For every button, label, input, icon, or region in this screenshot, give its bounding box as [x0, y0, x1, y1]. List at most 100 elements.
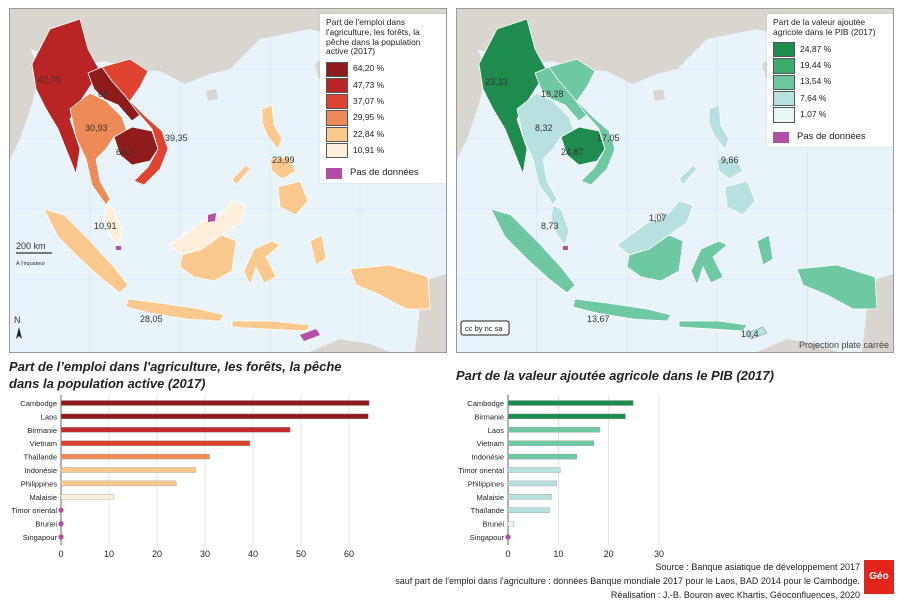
- category-label: Indonésie: [24, 466, 57, 475]
- philippines-mindanao-shape: [724, 180, 756, 216]
- bar: [507, 520, 514, 527]
- x-tick-label: 10: [104, 549, 114, 559]
- x-tick-label: 0: [505, 549, 510, 559]
- chart-gdp: 0 10 20 30 Cambodge Birmanie Laos Vietnam Indoné…: [458, 395, 664, 559]
- timor-shape: [746, 326, 768, 340]
- label-philippines: 9,66: [721, 155, 739, 165]
- category-label: Singapour: [470, 533, 505, 542]
- bar: [507, 494, 553, 500]
- legend-class-2: 37,07 %: [326, 94, 442, 110]
- scale-bar-label: 200 km: [16, 241, 46, 251]
- label-vietnam: 17,05: [597, 133, 620, 143]
- label-indonesie: 13,67: [587, 314, 610, 324]
- legend-class-1: 19,44 %: [773, 58, 889, 74]
- label-thailande: 30,93: [85, 123, 108, 133]
- legend-class-4: 22,84 %: [326, 126, 442, 143]
- legend-rows: 64,20 % 47,73 % 37,07 % 29,95 % 22,84 % 10,91…: [326, 61, 442, 159]
- no-data-swatch: [773, 132, 789, 144]
- legend-label: 10,91 %: [353, 144, 385, 155]
- no-data-label: Pas de données: [797, 131, 866, 143]
- legend-label: 37,07 %: [353, 95, 385, 106]
- india-landmass: [10, 49, 40, 159]
- legend-label: 47,73 %: [353, 79, 385, 90]
- india-landmass: [457, 49, 487, 159]
- map-gdp-svg: 23,33 18,28 8,32 24,87 17,05 9,66 1,07 8…: [457, 9, 893, 352]
- bar: [507, 467, 561, 473]
- legend-swatch: [773, 42, 795, 58]
- legend-rows: 24,87 % 19,44 % 13,54 % 7,64 % 1,07 %: [773, 42, 889, 123]
- category-label: Indonésie: [471, 453, 504, 462]
- philippines-palawan-shape: [231, 164, 251, 186]
- legend-swatch: [773, 90, 795, 107]
- legend-swatch: [326, 143, 348, 159]
- legend-class-3: 29,95 %: [326, 110, 442, 126]
- category-label: Brunei: [482, 520, 504, 529]
- thailande-shape: [69, 92, 129, 206]
- indonesie-kalimantan-shape: [179, 234, 237, 282]
- vietnam-shape: [548, 58, 616, 186]
- logo-text: Géo: [869, 571, 889, 582]
- category-label: Thaïlande: [24, 453, 57, 462]
- north-label: N: [14, 315, 21, 325]
- philippines-palawan-shape: [678, 164, 698, 186]
- category-label: Cambodge: [467, 399, 504, 408]
- label-laos: 18,28: [541, 89, 564, 99]
- license-label: cc by nc sa: [465, 324, 503, 333]
- map-employment-legend: Part de l'emploi dans l'agriculture, les…: [320, 14, 446, 183]
- bar: [60, 467, 196, 473]
- x-tick-label: 20: [152, 549, 162, 559]
- bar: [507, 480, 557, 487]
- label-indonesie: 28,05: [140, 314, 163, 324]
- legend-class-2: 13,54 %: [773, 74, 889, 90]
- legend-swatch: [326, 77, 348, 94]
- bar: [60, 427, 291, 433]
- indonesie-sumatra-shape: [43, 208, 129, 294]
- no-data-marker: [58, 521, 64, 527]
- x-tick-label: 30: [200, 549, 210, 559]
- geoconfluences-logo: Géo: [864, 560, 894, 594]
- legend-swatch: [773, 74, 795, 90]
- map-gdp: 23,33 18,28 8,32 24,87 17,05 9,66 1,07 8…: [456, 8, 894, 353]
- map-employment: 47,73 64 30,93 64,2 39,35 23,99 10,91 28…: [9, 8, 447, 353]
- label-vietnam: 39,35: [165, 133, 188, 143]
- chart-employment-title: Part de l’emploi dans l'agriculture, les…: [9, 359, 342, 391]
- category-label: Laos: [488, 426, 505, 435]
- bar: [507, 427, 601, 433]
- png-landmass: [415, 274, 446, 352]
- bar: [60, 413, 369, 420]
- x-tick-label: 10: [553, 549, 563, 559]
- philippines-luzon-shape: [708, 104, 730, 150]
- label-laos: 64: [98, 89, 108, 99]
- indonesie-maluku-shape: [309, 234, 327, 266]
- projection-label: Projection plate carrée: [799, 340, 889, 350]
- philippines-visayas-shape: [269, 156, 297, 180]
- category-label: Birmanie: [27, 426, 57, 435]
- legend-swatch: [326, 110, 348, 126]
- x-tick-label: 20: [604, 549, 614, 559]
- chart-gdp-title: Part de la valeur ajoutée agricole dans …: [456, 368, 774, 383]
- birmanie-shape: [478, 18, 548, 176]
- birmanie-shape: [31, 18, 101, 176]
- legend-label: 29,95 %: [353, 112, 385, 123]
- category-label: Timor oriental: [11, 506, 57, 515]
- label-malaisie: 10,91: [94, 221, 117, 231]
- label-birmanie: 47,73: [38, 75, 61, 85]
- legend-class-3: 7,64 %: [773, 90, 889, 107]
- indonesie-papua-shape: [349, 264, 431, 310]
- credit-line: Réalisation : J.-B. Bouron avec Khartis,…: [610, 590, 860, 600]
- source-line-2: sauf part de l'emploi dans l'agriculture…: [395, 576, 860, 586]
- brunei-shape: [208, 213, 216, 222]
- png-landmass: [862, 274, 893, 352]
- category-label: Brunei: [35, 520, 57, 529]
- x-tick-label: 60: [344, 549, 354, 559]
- category-label: Malaisie: [476, 493, 504, 502]
- timor-shape: [300, 329, 320, 341]
- x-tick-label: 30: [654, 549, 664, 559]
- indonesie-java-shape: [572, 298, 672, 322]
- philippines-luzon-shape: [261, 104, 283, 150]
- label-birmanie: 23,33: [485, 77, 508, 87]
- label-brunei: 1,07: [649, 213, 667, 223]
- indonesie-east-shape: [678, 320, 748, 332]
- category-label: Laos: [41, 412, 58, 421]
- thailande-shape: [516, 92, 576, 206]
